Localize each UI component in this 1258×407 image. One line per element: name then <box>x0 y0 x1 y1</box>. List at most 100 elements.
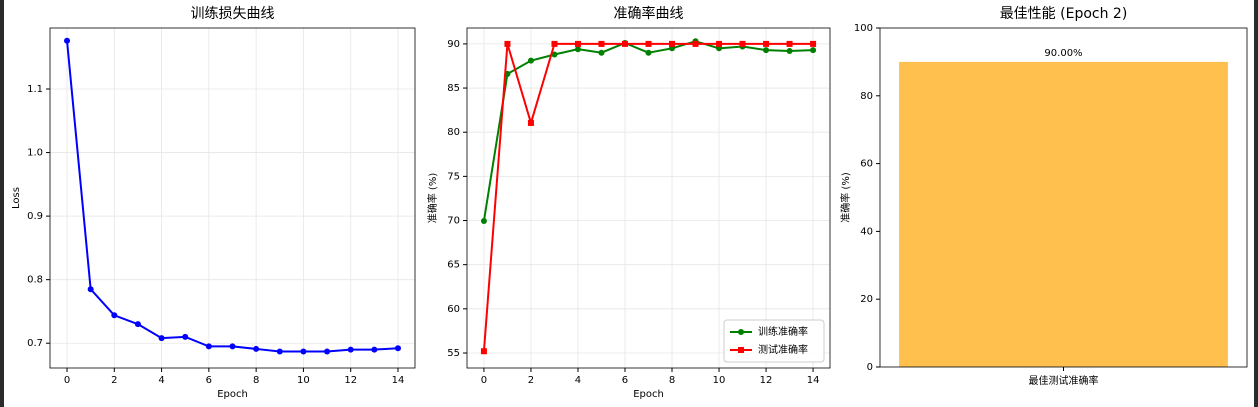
y-tick-label: 0.9 <box>27 211 43 222</box>
x-tick-label: 最佳测试准确率 <box>1029 374 1099 387</box>
marker <box>669 40 676 47</box>
y-axis-label: Loss <box>11 187 22 209</box>
legend-marker <box>738 329 744 335</box>
marker <box>527 119 534 126</box>
y-tick-label: 55 <box>447 348 460 359</box>
y-tick-label: 100 <box>854 23 873 34</box>
chart-title: 训练损失曲线 <box>191 6 275 22</box>
frame-edge <box>0 0 4 407</box>
x-tick-label: 8 <box>669 375 675 386</box>
marker <box>480 217 487 224</box>
y-tick-label: 20 <box>860 294 873 305</box>
marker <box>394 345 401 352</box>
y-axis-label: 准确率 (%) <box>426 173 439 224</box>
marker <box>527 57 534 64</box>
axes-frame <box>879 27 1248 368</box>
marker <box>551 51 558 58</box>
x-axis-label: Epoch <box>217 389 248 400</box>
marker <box>300 348 307 355</box>
x-tick-label: 10 <box>297 375 310 386</box>
axes-frame <box>466 27 831 369</box>
x-tick-label: 10 <box>713 375 726 386</box>
axes-frame <box>49 27 416 369</box>
x-tick-label: 12 <box>344 375 357 386</box>
marker <box>739 40 746 47</box>
marker <box>763 40 770 47</box>
x-tick-label: 8 <box>253 375 259 386</box>
marker <box>504 40 511 47</box>
marker <box>276 348 283 355</box>
y-tick-label: 1.1 <box>27 84 43 95</box>
marker <box>551 40 558 47</box>
legend-label: 测试准确率 <box>758 343 808 356</box>
marker <box>786 47 793 54</box>
x-tick-label: 4 <box>158 375 164 386</box>
marker <box>134 321 141 328</box>
y-tick-label: 60 <box>447 304 460 315</box>
chart-title: 最佳性能 (Epoch 2) <box>1000 6 1128 22</box>
y-tick-label: 80 <box>860 91 873 102</box>
x-tick-label: 6 <box>622 375 628 386</box>
data-label: 90.00% <box>1044 48 1082 59</box>
x-tick-label: 2 <box>528 375 534 386</box>
marker <box>621 40 628 47</box>
chart: 训练损失曲线 Loss Epoch 0.7 0.8 0.9 1.0 1.1 0 2 4 6 8 10 12 1… <box>11 6 416 400</box>
marker <box>111 312 118 319</box>
legend-label: 训练准确率 <box>758 325 808 338</box>
frame-edge <box>1254 0 1258 407</box>
marker <box>645 40 652 47</box>
marker <box>574 40 581 47</box>
marker <box>786 40 793 47</box>
x-tick-label: 6 <box>206 375 212 386</box>
y-tick-label: 90 <box>447 39 460 50</box>
chart-title: 准确率曲线 <box>614 5 684 22</box>
line <box>482 40 814 222</box>
chart: 最佳性能 (Epoch 2) 准确率 (%) 0 20 40 60 80 100 90.00% 最… <box>839 6 1248 387</box>
y-tick-label: 40 <box>860 226 873 237</box>
marker <box>205 343 212 350</box>
marker <box>253 345 260 352</box>
marker <box>480 348 487 355</box>
x-tick-label: 14 <box>807 375 820 386</box>
marker <box>371 346 378 353</box>
x-tick-label: 12 <box>760 375 773 386</box>
y-tick-label: 1.0 <box>27 148 43 159</box>
marker <box>347 346 354 353</box>
legend-box <box>723 319 825 363</box>
x-tick-label: 4 <box>575 375 581 386</box>
marker <box>692 40 699 47</box>
marker <box>229 343 236 350</box>
marker <box>716 40 723 47</box>
bar <box>899 61 1228 368</box>
marker <box>158 335 165 342</box>
y-tick-label: 75 <box>447 171 460 182</box>
marker <box>763 47 770 54</box>
y-tick-label: 70 <box>447 216 460 227</box>
marker <box>87 286 94 293</box>
x-tick-label: 0 <box>481 375 487 386</box>
y-tick-label: 65 <box>447 260 460 271</box>
y-tick-label: 60 <box>860 159 873 170</box>
marker <box>598 49 605 56</box>
line <box>66 40 399 353</box>
marker <box>645 49 652 56</box>
marker <box>574 46 581 53</box>
marker <box>810 40 817 47</box>
marker <box>324 348 331 355</box>
y-tick-label: 0 <box>867 362 873 373</box>
x-tick-label: 14 <box>392 375 405 386</box>
marker <box>182 333 189 340</box>
y-tick-label: 0.8 <box>27 275 43 286</box>
marker <box>598 40 605 47</box>
y-tick-label: 85 <box>447 83 460 94</box>
x-tick-label: 2 <box>111 375 117 386</box>
x-tick-label: 0 <box>64 375 70 386</box>
x-axis-label: Epoch <box>633 389 664 400</box>
y-tick-label: 80 <box>447 127 460 138</box>
marker <box>810 47 817 54</box>
y-tick-label: 0.7 <box>27 338 43 349</box>
legend-marker <box>738 347 744 353</box>
